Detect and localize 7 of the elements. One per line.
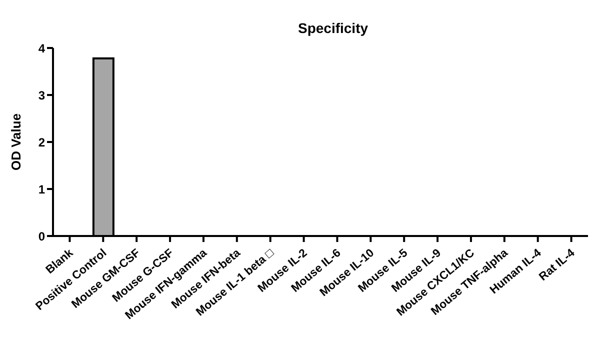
- y-tick-label: 1: [38, 182, 46, 196]
- y-tick-label: 4: [38, 41, 46, 56]
- y-tick-label: 0: [38, 229, 46, 244]
- y-axis-title: OD Value: [8, 113, 24, 171]
- y-tick-label: 3: [38, 88, 46, 102]
- y-tick-label: 2: [38, 135, 46, 150]
- chart-title: Specificity: [298, 20, 368, 36]
